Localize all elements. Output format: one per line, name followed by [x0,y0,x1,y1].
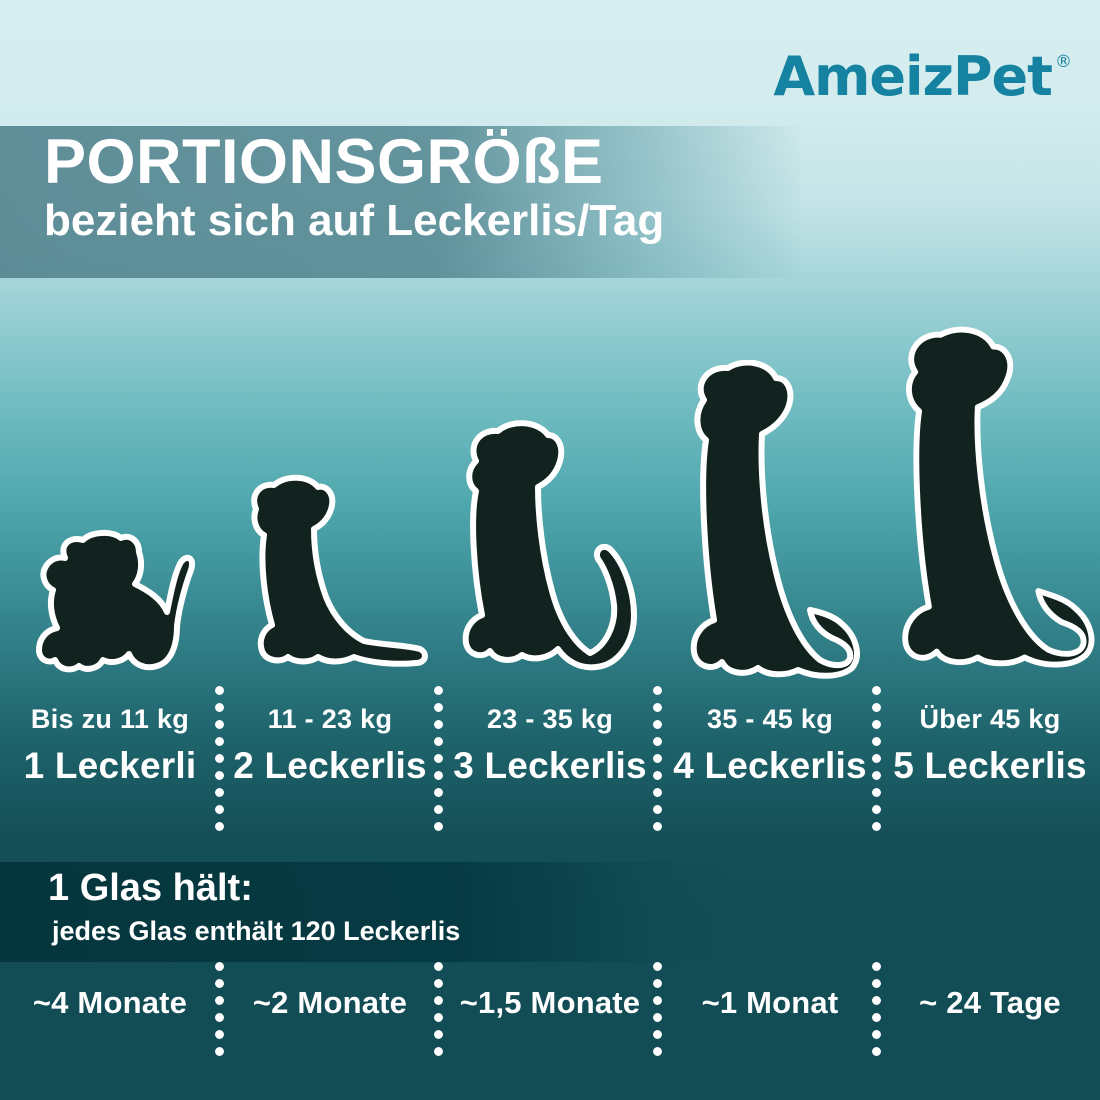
portion-column-2: 11 - 23 kg 2 Leckerlis [220,690,440,787]
duration-divider-3 [653,962,662,1060]
registered-trademark-icon: ® [1055,52,1072,72]
glass-info-banner [0,862,730,962]
dog-cell-1 [0,520,220,680]
weight-label: 11 - 23 kg [267,704,393,734]
glass-subtitle: jedes Glas enthält 120 Leckerlis [52,915,461,946]
dog-silhouette-xlarge-icon [902,326,1095,668]
duration-divider-1 [215,962,224,1060]
portion-column-4: 35 - 45 kg 4 Leckerlis [660,690,880,787]
dog-cell-2 [220,465,440,680]
column-divider-3 [653,686,662,836]
page-title: PORTIONSGRÖßE [44,127,604,197]
portion-column-3: 23 - 35 kg 3 Leckerlis [440,690,660,787]
dog-silhouette-large-icon [690,360,860,679]
duration-divider-4 [872,962,881,1060]
glass-text-block: 1 Glas hält: jedes Glas enthält 120 Leck… [48,867,728,947]
treat-count-label: 4 Leckerlis [673,745,867,786]
page-subtitle: bezieht sich auf Leckerlis/Tag [44,196,665,246]
header-text-block: PORTIONSGRÖßE bezieht sich auf Leckerlis… [44,130,804,246]
portion-text-row: Bis zu 11 kg 1 Leckerli 11 - 23 kg 2 Lec… [0,690,1100,835]
portion-column-1: Bis zu 11 kg 1 Leckerli [0,690,220,787]
brand-name: AmeizPet [773,45,1053,108]
duration-column-1: ~4 Monate [32,985,188,1020]
column-divider-1 [215,686,224,836]
weight-label: 23 - 35 kg [486,704,614,734]
treat-count-label: 1 Leckerli [23,745,197,786]
treat-count-label: 2 Leckerlis [233,745,427,786]
weight-label: 35 - 45 kg [706,704,834,734]
glass-title: 1 Glas hält: [48,867,253,909]
dog-cell-5 [880,325,1100,680]
treat-count-label: 5 Leckerlis [893,745,1087,786]
duration-divider-2 [434,962,443,1060]
header-banner [0,126,800,278]
dog-silhouette-small-icon [251,474,428,667]
dog-cell-3 [440,415,660,680]
dog-cell-4 [660,360,880,680]
duration-row: ~4 Monate ~2 Monate ~1,5 Monate ~1 Monat… [0,985,1100,1055]
column-divider-4 [872,686,881,836]
dog-silhouette-row [0,300,1100,680]
weight-label: Bis zu 11 kg [30,704,190,734]
treat-count-label: 3 Leckerlis [453,745,647,786]
duration-column-5: ~ 24 Tage [919,985,1061,1020]
weight-label: Über 45 kg [919,704,1061,734]
brand-logo: AmeizPet ® [773,50,1072,104]
dog-silhouette-puppy-icon [36,530,195,673]
duration-column-2: ~2 Monate [252,985,408,1020]
duration-column-4: ~1 Monat [701,985,839,1020]
column-divider-2 [434,686,443,836]
dog-silhouette-medium-icon [462,420,637,671]
duration-column-3: ~1,5 Monate [459,985,641,1020]
portion-column-5: Über 45 kg 5 Leckerlis [880,690,1100,787]
